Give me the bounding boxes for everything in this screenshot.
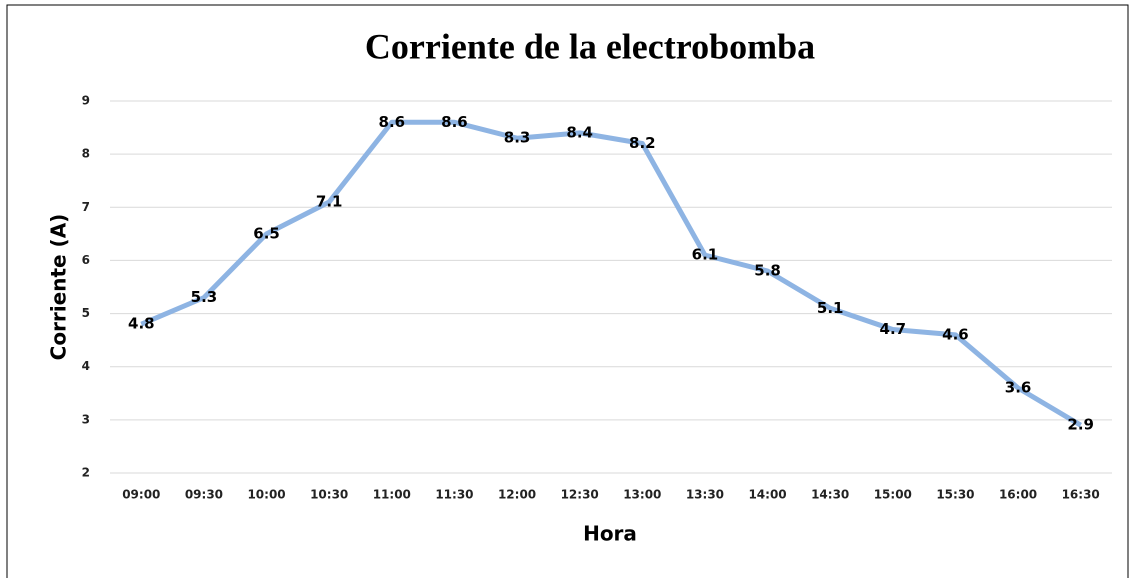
x-tick-label: 10:00 bbox=[247, 488, 285, 502]
data-label: 4.8 bbox=[128, 315, 155, 333]
y-tick-label: 7 bbox=[82, 200, 90, 214]
data-label: 7.1 bbox=[316, 192, 343, 210]
x-axis-label: Hora bbox=[583, 522, 637, 546]
data-label: 6.1 bbox=[692, 246, 719, 264]
y-tick-label: 8 bbox=[82, 147, 90, 161]
x-tick-label: 13:30 bbox=[686, 488, 724, 502]
x-tick-label: 15:30 bbox=[936, 488, 974, 502]
chart-title: Corriente de la electrobomba bbox=[365, 26, 815, 66]
y-tick-label: 4 bbox=[82, 359, 90, 373]
data-label: 8.6 bbox=[441, 113, 468, 131]
x-tick-label: 13:00 bbox=[623, 488, 661, 502]
data-label: 8.2 bbox=[629, 134, 656, 152]
chart-border bbox=[6, 4, 1129, 578]
data-label: 6.5 bbox=[253, 224, 280, 242]
x-tick-label: 09:00 bbox=[122, 488, 160, 502]
y-tick-label: 5 bbox=[82, 306, 90, 320]
x-tick-label: 16:30 bbox=[1062, 488, 1100, 502]
data-label: 8.6 bbox=[379, 113, 406, 131]
data-label: 8.3 bbox=[504, 129, 531, 147]
x-tick-label: 10:30 bbox=[310, 488, 348, 502]
y-axis-label: Corriente (A) bbox=[47, 214, 71, 361]
data-label: 8.4 bbox=[566, 123, 593, 141]
x-tick-label: 11:00 bbox=[373, 488, 411, 502]
y-tick-label: 6 bbox=[82, 253, 90, 267]
y-tick-label: 2 bbox=[82, 466, 90, 480]
data-label: 4.6 bbox=[942, 325, 969, 343]
data-label: 5.1 bbox=[817, 299, 844, 317]
x-tick-label: 09:30 bbox=[185, 488, 223, 502]
x-tick-label: 11:30 bbox=[435, 488, 473, 502]
data-label: 3.6 bbox=[1005, 378, 1032, 396]
x-tick-label: 14:30 bbox=[811, 488, 849, 502]
data-label: 4.7 bbox=[880, 320, 907, 338]
y-tick-label: 3 bbox=[82, 412, 90, 426]
x-tick-label: 16:00 bbox=[999, 488, 1037, 502]
data-label: 5.3 bbox=[191, 288, 218, 306]
x-tick-label: 14:00 bbox=[748, 488, 786, 502]
data-label: 2.9 bbox=[1067, 416, 1094, 434]
y-tick-label: 9 bbox=[82, 94, 90, 108]
data-label: 5.8 bbox=[754, 262, 781, 280]
x-tick-label: 12:30 bbox=[561, 488, 599, 502]
x-tick-label: 12:00 bbox=[498, 488, 536, 502]
x-tick-label: 15:00 bbox=[874, 488, 912, 502]
line bbox=[140, 119, 1082, 428]
